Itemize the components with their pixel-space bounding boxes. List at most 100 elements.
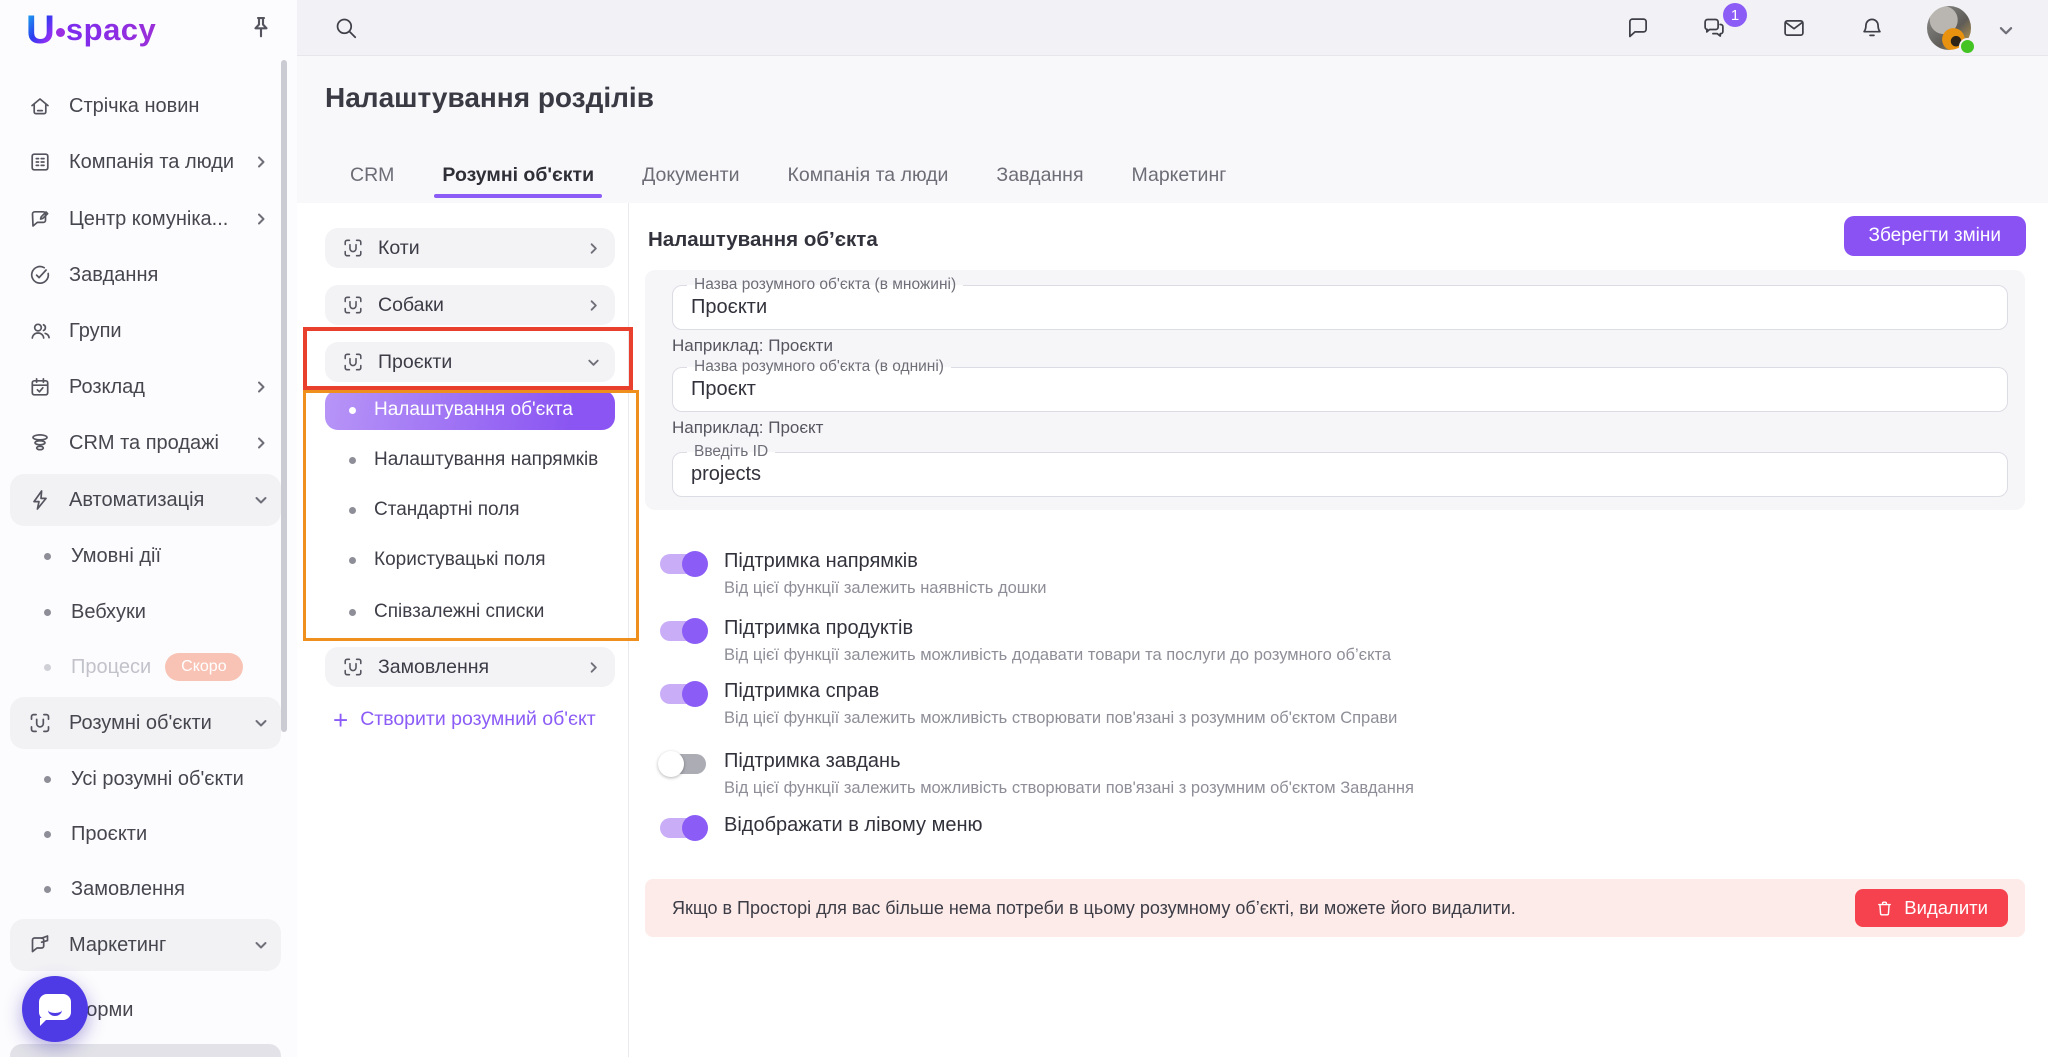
lightning-icon bbox=[33, 490, 47, 510]
sidebar-item-partial bbox=[10, 1044, 281, 1057]
toggle-label: Підтримка справ bbox=[724, 680, 880, 702]
sidebar-item-all-smart-objects[interactable]: Усі розумні об'єкти bbox=[10, 753, 281, 805]
messenger-icon[interactable] bbox=[1701, 15, 1727, 41]
sidebar-item-company-people[interactable]: Компанія та люди bbox=[10, 136, 281, 188]
products-toggle[interactable] bbox=[660, 618, 708, 644]
sidebar-item-projects[interactable]: Проєкти bbox=[10, 808, 281, 860]
object-item-cats[interactable]: Коти bbox=[325, 228, 615, 268]
object-submenu-object-settings[interactable]: Налаштування об'єкта bbox=[325, 390, 615, 430]
save-changes-button[interactable]: Зберегти зміни bbox=[1843, 216, 2026, 256]
sidebar-item-label: Маркетинг bbox=[69, 933, 167, 956]
object-submenu-standard-fields[interactable]: Стандартні поля bbox=[325, 490, 615, 530]
pin-icon bbox=[254, 16, 268, 38]
sidebar-item-automation[interactable]: Автоматизація bbox=[10, 474, 281, 526]
delete-banner-text: Якщо в Просторі для вас більше нема потр… bbox=[672, 898, 1516, 918]
bullet-icon bbox=[44, 885, 51, 893]
object-item-orders[interactable]: Замовлення bbox=[325, 647, 615, 687]
create-smart-object-label: Створити розумний об'єкт bbox=[360, 708, 596, 730]
tasks-toggle[interactable] bbox=[658, 751, 706, 777]
singular-name-field[interactable]: Назва розумного об'єкта (в однині) Проєк… bbox=[672, 358, 2008, 412]
sidebar-item-label: Усі розумні об'єкти bbox=[71, 767, 244, 790]
home-icon bbox=[31, 98, 49, 115]
toggle-label: Підтримка завдань bbox=[724, 750, 901, 772]
sidebar-item-conditional-actions[interactable]: Умовні дії bbox=[10, 530, 281, 582]
plus-icon: + bbox=[333, 704, 349, 735]
tabs-bar: CRM Розумні об'єкти Документи Компанія т… bbox=[348, 154, 1228, 203]
mail-icon[interactable] bbox=[1781, 15, 1807, 41]
bullet-icon bbox=[349, 608, 356, 616]
sidebar-item-label: Центр комуніка... bbox=[69, 207, 229, 230]
sidebar-item-smart-objects[interactable]: Розумні об'єкти bbox=[10, 697, 281, 749]
chevron-right-icon bbox=[590, 661, 597, 673]
plural-name-field[interactable]: Назва розумного об'єкта (в множині) Проє… bbox=[672, 276, 2008, 330]
tab-smart-objects[interactable]: Розумні об'єкти bbox=[434, 154, 602, 203]
create-smart-object-button[interactable]: + Створити розумний об'єкт bbox=[333, 704, 596, 735]
sidebar-item-news-feed[interactable]: Стрічка новин bbox=[10, 80, 281, 132]
singular-name-helper: Наприклад: Проєкт bbox=[672, 418, 824, 437]
sidebar-item-label: Стрічка новин bbox=[69, 94, 200, 117]
plural-name-value: Проєкти bbox=[691, 296, 768, 318]
sidebar-item-label: Вебхуки bbox=[71, 600, 146, 623]
chevron-down-icon bbox=[255, 497, 267, 504]
bullet-icon bbox=[44, 608, 51, 616]
sidebar-item-tasks[interactable]: Завдання bbox=[10, 249, 281, 301]
bell-icon[interactable] bbox=[1859, 15, 1885, 41]
sidebar-item-label: Групи bbox=[69, 319, 122, 342]
toggle-description: Від цієї функції залежить можливість ств… bbox=[724, 779, 1414, 797]
sidebar: U spacy Стрічка новин Компанія та люди bbox=[0, 0, 297, 1057]
object-item-dogs[interactable]: Собаки bbox=[325, 285, 615, 325]
tab-documents[interactable]: Документи bbox=[642, 164, 740, 186]
left-menu-toggle[interactable] bbox=[660, 815, 708, 841]
tab-marketing[interactable]: Маркетинг bbox=[1131, 164, 1227, 186]
chat-icon[interactable] bbox=[1625, 15, 1651, 41]
object-submenu-custom-fields[interactable]: Користувацькі поля bbox=[325, 540, 615, 580]
uspacy-logo[interactable]: U spacy bbox=[26, 8, 156, 52]
delete-banner: Якщо в Просторі для вас більше нема потр… bbox=[645, 879, 2025, 937]
tab-crm[interactable]: CRM bbox=[350, 164, 395, 186]
chevron-down-icon bbox=[255, 720, 267, 727]
tab-company-people[interactable]: Компанія та люди bbox=[787, 164, 949, 186]
pin-sidebar-button[interactable] bbox=[246, 13, 276, 43]
object-id-field[interactable]: Введіть ID projects bbox=[672, 443, 2008, 497]
tab-tasks[interactable]: Завдання bbox=[996, 164, 1084, 186]
sidebar-item-orders[interactable]: Замовлення bbox=[10, 863, 281, 915]
smart-object-icon bbox=[344, 239, 362, 257]
sidebar-scrollbar[interactable] bbox=[281, 60, 287, 732]
activities-toggle[interactable] bbox=[660, 681, 708, 707]
object-item-projects[interactable]: Проєкти bbox=[325, 342, 615, 382]
marketing-icon bbox=[31, 935, 49, 953]
sidebar-item-label: CRM та продажі bbox=[69, 431, 219, 454]
sidebar-item-groups[interactable]: Групи bbox=[10, 305, 281, 357]
object-item-label: Замовлення bbox=[378, 655, 490, 678]
account-chevron-down-icon[interactable] bbox=[1997, 22, 2015, 40]
object-submenu-dependent-lists[interactable]: Співзалежні списки bbox=[325, 592, 615, 632]
sidebar-item-schedule[interactable]: Розклад bbox=[10, 361, 281, 413]
bullet-icon bbox=[349, 506, 356, 514]
logo-u: U bbox=[26, 8, 55, 52]
search-icon[interactable] bbox=[333, 15, 359, 41]
sidebar-item-communication-center[interactable]: Центр комуніка... bbox=[10, 193, 281, 245]
delete-button[interactable]: Видалити bbox=[1855, 889, 2008, 927]
sidebar-item-webhooks[interactable]: Вебхуки bbox=[10, 586, 281, 638]
singular-name-value: Проєкт bbox=[691, 378, 756, 400]
funnels-toggle[interactable] bbox=[660, 551, 708, 577]
sidebar-item-marketing[interactable]: Маркетинг bbox=[10, 919, 281, 971]
company-card-icon bbox=[31, 153, 49, 171]
page-title: Налаштування розділів bbox=[325, 82, 654, 113]
support-chat-button[interactable] bbox=[22, 976, 88, 1042]
object-item-label: Проєкти bbox=[378, 350, 453, 373]
bullet-icon bbox=[44, 775, 51, 783]
sidebar-item-label: Розумні об'єкти bbox=[69, 711, 212, 734]
bullet-icon bbox=[44, 830, 51, 838]
bullet-icon bbox=[349, 556, 356, 564]
section-title: Налаштування об’єкта bbox=[648, 228, 878, 251]
user-avatar[interactable] bbox=[1927, 6, 1976, 55]
submenu-label: Користувацькі поля bbox=[374, 549, 546, 570]
toggle-description: Від цієї функції залежить наявність дошк… bbox=[724, 579, 1047, 597]
sidebar-item-crm-sales[interactable]: CRM та продажі bbox=[10, 417, 281, 469]
trash-icon bbox=[1878, 900, 1892, 916]
chevron-down-icon bbox=[588, 359, 599, 366]
bullet-icon bbox=[44, 552, 51, 560]
sidebar-item-label: Умовні дії bbox=[71, 544, 162, 567]
object-submenu-funnels-settings[interactable]: Налаштування напрямків bbox=[325, 440, 615, 480]
